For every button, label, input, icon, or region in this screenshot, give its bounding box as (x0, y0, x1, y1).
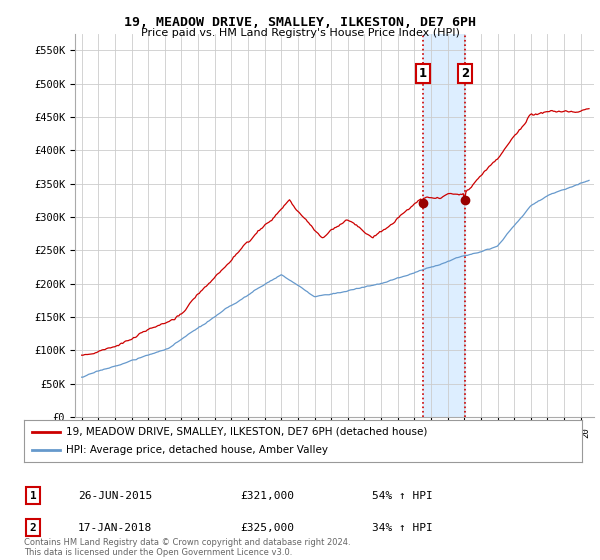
Text: 54% ↑ HPI: 54% ↑ HPI (372, 491, 433, 501)
Text: Price paid vs. HM Land Registry's House Price Index (HPI): Price paid vs. HM Land Registry's House … (140, 28, 460, 38)
Text: £321,000: £321,000 (240, 491, 294, 501)
Text: 19, MEADOW DRIVE, SMALLEY, ILKESTON, DE7 6PH (detached house): 19, MEADOW DRIVE, SMALLEY, ILKESTON, DE7… (66, 427, 427, 437)
Text: £325,000: £325,000 (240, 522, 294, 533)
Text: 1: 1 (29, 491, 37, 501)
Text: HPI: Average price, detached house, Amber Valley: HPI: Average price, detached house, Ambe… (66, 445, 328, 455)
Bar (422, 34, 465, 417)
Text: 2: 2 (29, 522, 37, 533)
Text: 26-JUN-2015: 26-JUN-2015 (78, 491, 152, 501)
Text: 34% ↑ HPI: 34% ↑ HPI (372, 522, 433, 533)
Text: 19, MEADOW DRIVE, SMALLEY, ILKESTON, DE7 6PH: 19, MEADOW DRIVE, SMALLEY, ILKESTON, DE7… (124, 16, 476, 29)
Text: 2: 2 (461, 67, 469, 81)
Text: Contains HM Land Registry data © Crown copyright and database right 2024.
This d: Contains HM Land Registry data © Crown c… (24, 538, 350, 557)
Text: 1: 1 (419, 67, 427, 81)
Text: 17-JAN-2018: 17-JAN-2018 (78, 522, 152, 533)
